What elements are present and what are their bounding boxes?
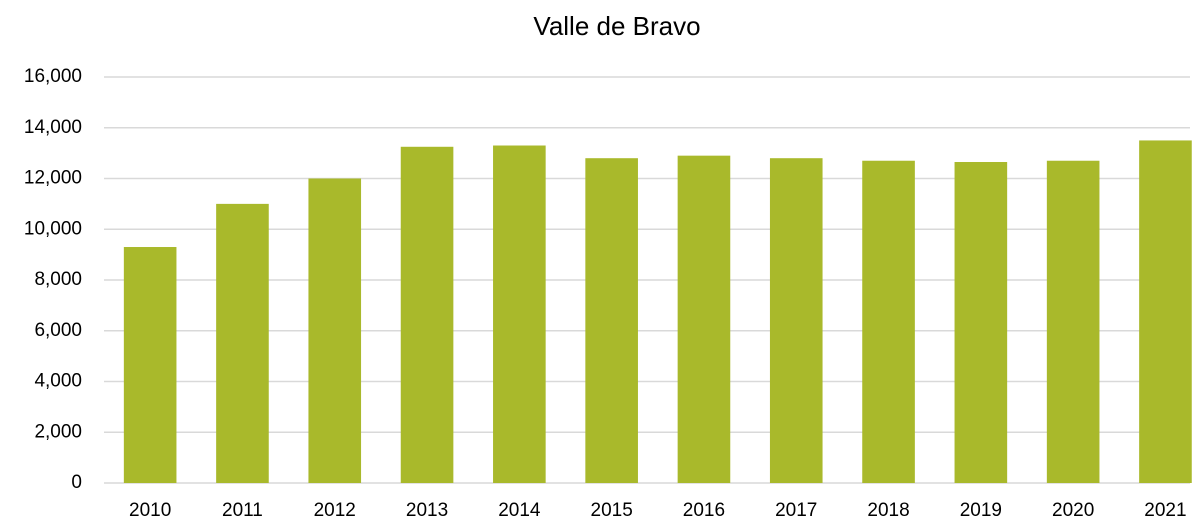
bar	[585, 158, 638, 483]
x-tick-label: 2011	[222, 500, 263, 521]
bar	[493, 145, 546, 483]
y-tick-label: 12,000	[24, 168, 82, 189]
x-tick-label: 2020	[1052, 500, 1094, 521]
x-tick-label: 2010	[129, 500, 171, 521]
bar	[769, 158, 823, 483]
x-tick-label: 2012	[314, 500, 356, 521]
bar	[862, 160, 915, 484]
bar	[954, 162, 1008, 483]
chart-title: Valle de Bravo	[533, 11, 700, 41]
bar	[1046, 160, 1100, 484]
y-tick-label: 10,000	[24, 218, 82, 239]
x-tick-label: 2019	[960, 500, 1002, 521]
x-tick-label: 2016	[683, 500, 725, 521]
bar	[677, 155, 731, 483]
x-tick-label: 2021	[1144, 500, 1186, 521]
x-tick-label: 2017	[775, 500, 817, 521]
y-tick-label: 8,000	[34, 269, 82, 290]
x-tick-label: 2013	[406, 500, 448, 521]
x-tick-label: 2018	[867, 500, 909, 521]
y-tick-label: 0	[71, 472, 82, 493]
bar	[1139, 140, 1192, 483]
y-tick-label: 4,000	[34, 371, 82, 392]
bar	[400, 146, 454, 483]
y-tick-label: 6,000	[34, 320, 82, 341]
y-tick-label: 2,000	[34, 421, 82, 442]
bar	[216, 203, 269, 483]
x-tick-label: 2014	[498, 500, 541, 521]
y-tick-label: 14,000	[24, 117, 82, 138]
x-tick-label: 2015	[591, 500, 633, 521]
bar	[308, 178, 362, 483]
y-tick-label: 16,000	[24, 66, 82, 87]
bar	[123, 247, 177, 483]
